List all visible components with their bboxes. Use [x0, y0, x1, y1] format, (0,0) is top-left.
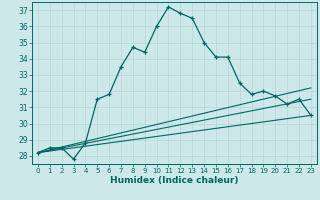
X-axis label: Humidex (Indice chaleur): Humidex (Indice chaleur) — [110, 176, 239, 185]
